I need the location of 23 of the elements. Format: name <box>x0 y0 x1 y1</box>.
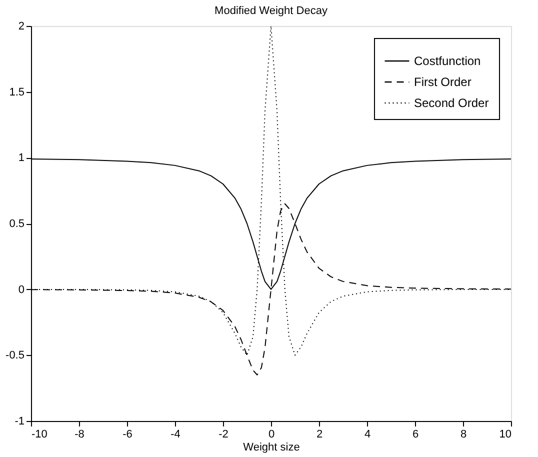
x-tick-label: 10 <box>499 428 512 440</box>
legend-label: Costfunction <box>414 54 481 68</box>
x-tick-label: -6 <box>122 428 132 440</box>
x-tick-label: 0 <box>268 428 275 440</box>
legend-label: First Order <box>414 75 472 89</box>
x-tick-label: -2 <box>218 428 228 440</box>
x-axis-title: Weight size <box>243 442 300 454</box>
x-tick-label: 4 <box>364 428 371 440</box>
x-tick-label: -8 <box>74 428 84 440</box>
x-tick-label: -10 <box>32 428 48 440</box>
chart-title: Modified Weight Decay <box>214 5 328 17</box>
x-tick-label: -4 <box>170 428 180 440</box>
y-tick-label: -1 <box>14 416 24 428</box>
y-tick-label: -0.5 <box>6 350 24 362</box>
y-tick-label: 2 <box>18 20 24 32</box>
legend-label: Second Order <box>414 96 489 110</box>
y-tick-label: 1.5 <box>9 86 24 98</box>
y-tick-label: 0 <box>18 284 24 296</box>
y-tick-label: 1 <box>18 152 24 164</box>
x-tick-label: 2 <box>316 428 323 440</box>
x-tick-label: 8 <box>460 428 467 440</box>
y-tick-label: 0.5 <box>9 218 24 230</box>
x-tick-label: 6 <box>412 428 419 440</box>
